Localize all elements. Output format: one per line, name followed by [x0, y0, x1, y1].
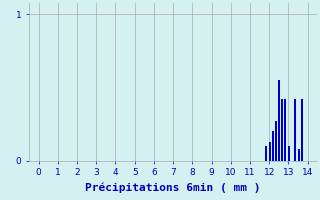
Bar	[301, 99, 303, 161]
Bar	[284, 99, 285, 161]
Bar	[288, 146, 290, 161]
Bar	[275, 121, 277, 161]
Bar	[265, 146, 267, 161]
Bar	[272, 131, 274, 161]
Bar	[294, 99, 296, 161]
X-axis label: Précipitations 6min ( mm ): Précipitations 6min ( mm )	[85, 183, 261, 193]
Bar	[298, 149, 300, 161]
Bar	[281, 99, 283, 161]
Bar	[278, 80, 280, 161]
Bar	[269, 142, 271, 161]
